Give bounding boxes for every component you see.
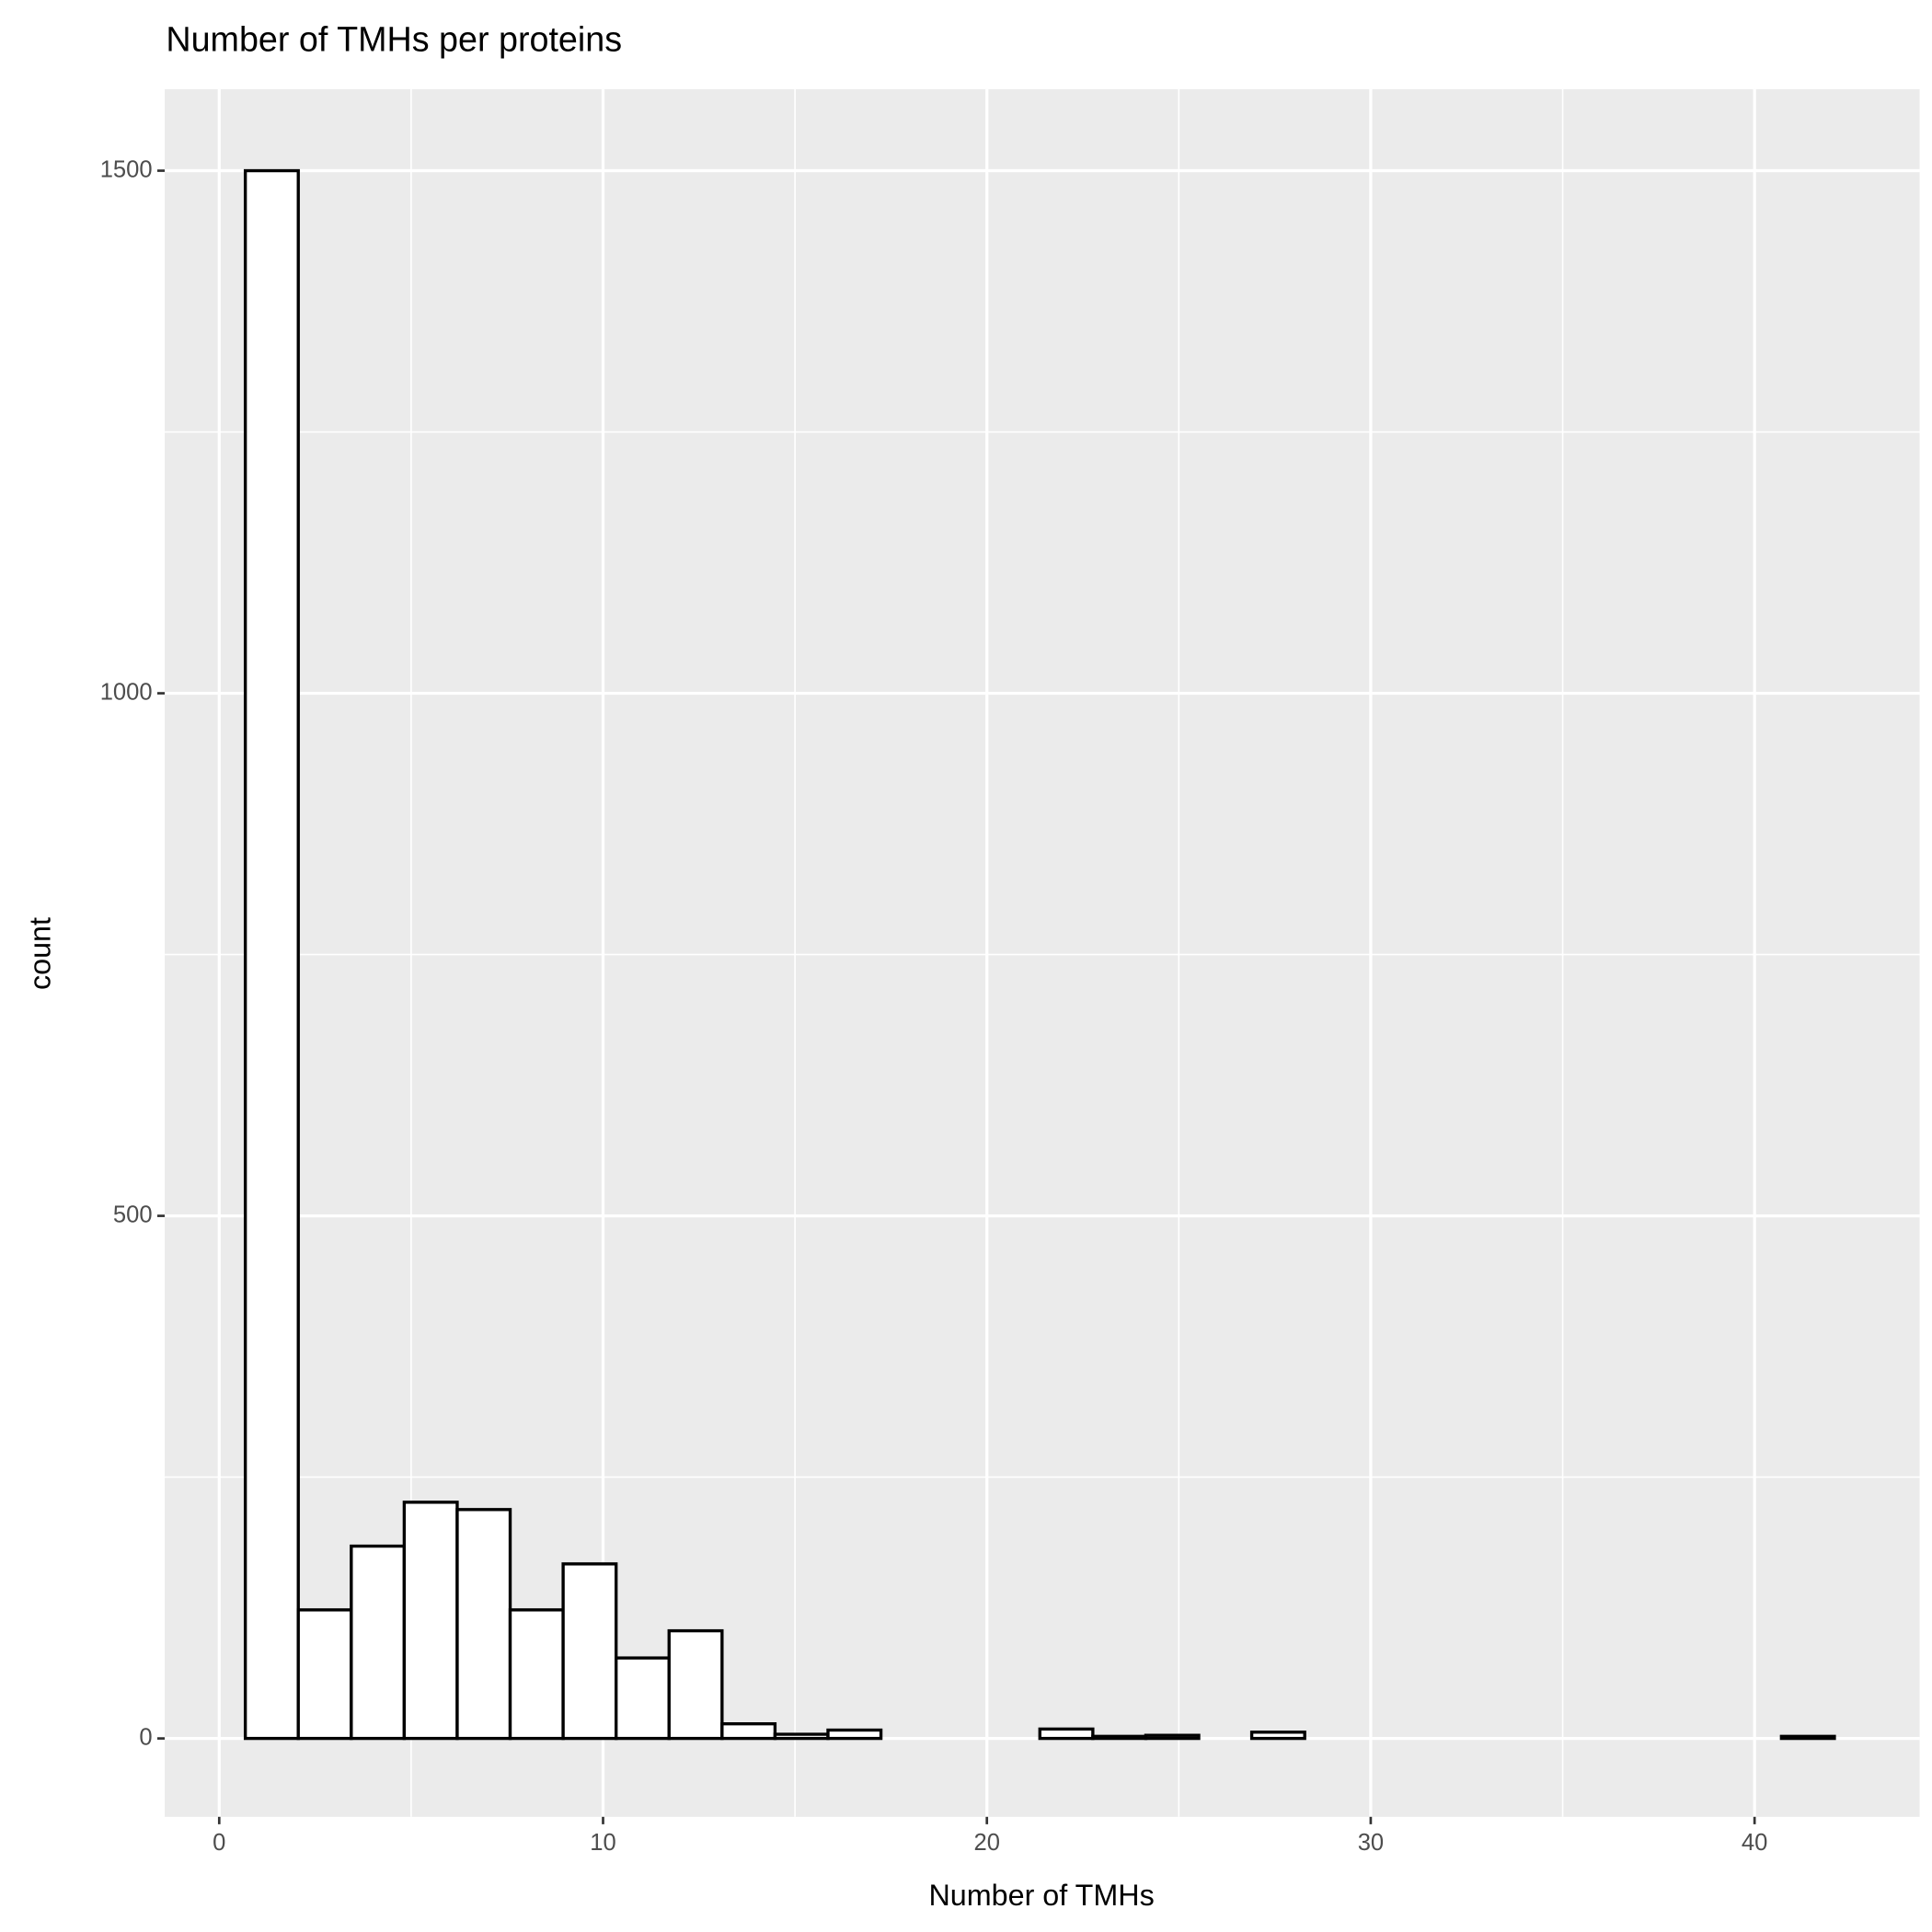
bar	[561, 1562, 618, 1741]
x-tick-label: 30	[1358, 1830, 1384, 1856]
y-tick-label: 1500	[100, 156, 153, 182]
bar	[1144, 1733, 1201, 1741]
bar	[826, 1728, 883, 1741]
y-tick-label: 1000	[100, 679, 153, 705]
x-tick-label: 20	[973, 1830, 999, 1856]
bar	[402, 1501, 459, 1741]
x-tick-label: 0	[213, 1830, 225, 1856]
bar	[1779, 1734, 1836, 1741]
bar	[1091, 1734, 1148, 1741]
y-axis-title: count	[23, 917, 56, 990]
bar	[508, 1608, 565, 1741]
chart-title: Number of TMHs per proteins	[166, 20, 622, 59]
bar	[1249, 1731, 1306, 1741]
bar	[296, 1608, 353, 1741]
bar	[614, 1656, 671, 1741]
y-tick-label: 0	[139, 1724, 152, 1750]
y-tick-label: 500	[113, 1202, 153, 1227]
bar	[350, 1544, 407, 1741]
bar	[1038, 1727, 1095, 1741]
x-tick-label: 40	[1742, 1830, 1767, 1856]
bar	[773, 1732, 830, 1741]
bar	[667, 1628, 724, 1741]
bar	[455, 1508, 512, 1741]
x-tick-label: 10	[590, 1830, 615, 1856]
bar	[243, 168, 300, 1741]
bar	[720, 1722, 777, 1741]
x-axis-title: Number of TMHs	[928, 1879, 1154, 1912]
